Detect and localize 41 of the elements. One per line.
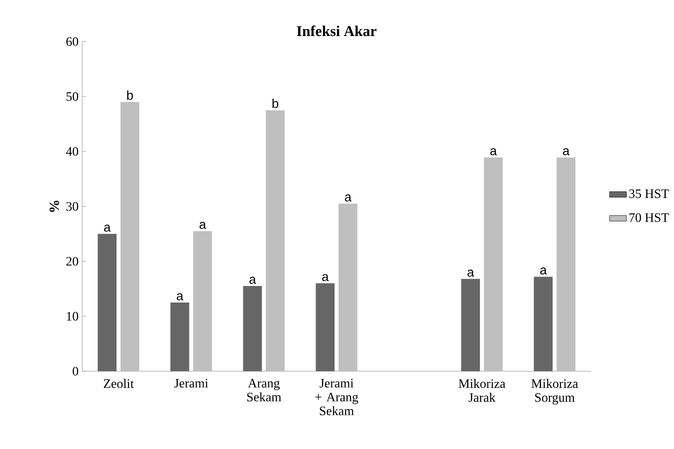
bar bbox=[556, 157, 576, 372]
data-label: b bbox=[127, 90, 133, 100]
data-label: a bbox=[490, 148, 497, 156]
x-tick-label: Mikoriza Jarak bbox=[458, 378, 506, 402]
data-label: a bbox=[176, 293, 184, 300]
y-tick-label: 50 bbox=[66, 92, 78, 101]
bar bbox=[338, 203, 358, 372]
chart-title: Infeksi Akar bbox=[296, 25, 376, 36]
bar bbox=[170, 302, 190, 372]
legend-label: 35 HST bbox=[629, 189, 669, 198]
bar bbox=[120, 102, 140, 372]
bar bbox=[243, 286, 262, 372]
data-label: a bbox=[540, 267, 547, 274]
data-label: a bbox=[344, 194, 352, 202]
data-label: a bbox=[562, 148, 570, 156]
legend-label: 70 HST bbox=[630, 213, 669, 222]
data-label: a bbox=[200, 222, 206, 229]
x-tick-label: Zeolit bbox=[104, 378, 134, 388]
y-tick-label: 0 bbox=[72, 366, 78, 376]
data-label: a bbox=[249, 276, 256, 284]
bar bbox=[98, 234, 117, 372]
x-tick-label: Jerami + Arang Sekam bbox=[315, 378, 358, 416]
bar bbox=[534, 276, 553, 372]
x-tick-label: Jerami bbox=[174, 378, 208, 388]
bar bbox=[193, 230, 212, 372]
bar bbox=[461, 278, 480, 372]
bar bbox=[484, 157, 503, 372]
bar bbox=[316, 283, 335, 372]
y-tick-label: 40 bbox=[66, 146, 78, 156]
y-tick-label: 20 bbox=[66, 256, 78, 266]
bar bbox=[266, 110, 285, 372]
x-tick-label: Arang Sekam bbox=[247, 378, 282, 402]
data-label: b bbox=[272, 98, 278, 108]
y-tick-label: 60 bbox=[66, 37, 78, 46]
data-label: a bbox=[322, 274, 329, 281]
y-axis-title: % bbox=[50, 200, 60, 212]
x-tick-label: Mikoriza Sorgum bbox=[531, 378, 578, 404]
y-tick-label: 30 bbox=[66, 202, 78, 211]
data-label: a bbox=[468, 269, 474, 277]
y-tick-label: 10 bbox=[66, 312, 78, 320]
data-label: a bbox=[104, 224, 111, 232]
